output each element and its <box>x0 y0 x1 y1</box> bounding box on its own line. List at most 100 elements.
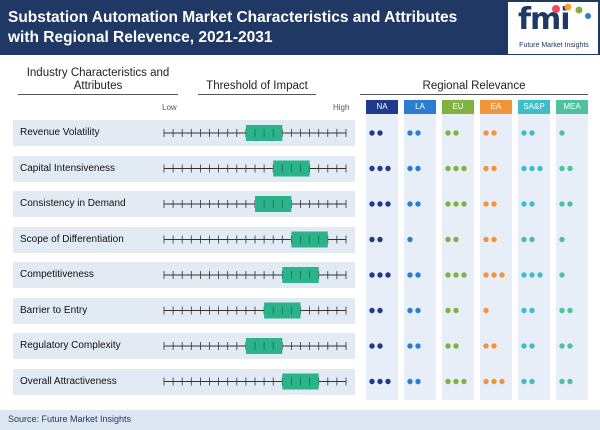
relevance-dot <box>559 201 565 207</box>
relevance-dot <box>453 165 459 172</box>
relevance-dot <box>453 130 459 136</box>
relevance-dot <box>377 236 383 243</box>
threshold-header: Threshold of Impact <box>198 80 316 95</box>
relevance-dot <box>369 201 375 207</box>
region-badge: LA <box>404 100 436 114</box>
relevance-dot <box>369 165 375 172</box>
relevance-dot <box>407 378 413 385</box>
relevance-dot <box>483 272 489 278</box>
region-badge: MEA <box>556 100 588 114</box>
relevance-dot <box>385 272 391 278</box>
relevance-dot <box>369 272 375 278</box>
relevance-dot <box>453 307 459 314</box>
region-column-eu: EU <box>442 100 474 400</box>
footer-bar: Source: Future Market Insights <box>0 410 600 430</box>
relevance-dot <box>415 272 421 278</box>
relevance-dot <box>483 130 489 136</box>
relevance-dot <box>491 378 497 385</box>
region-column-na: NA <box>366 100 398 400</box>
relevance-dot <box>559 165 565 172</box>
relevance-dot <box>407 201 413 207</box>
relevance-dot <box>377 165 383 172</box>
relevance-dot <box>415 307 421 314</box>
row-label: Overall Attractiveness <box>20 375 117 387</box>
relevance-dot <box>415 343 421 349</box>
relevance-dot <box>521 272 527 278</box>
relevance-dot <box>369 378 375 385</box>
relevance-dot <box>461 201 467 207</box>
relevance-dot <box>445 201 451 207</box>
relevance-dot <box>483 378 489 385</box>
relevance-dot <box>369 343 375 349</box>
relevance-dot <box>537 272 543 278</box>
relevance-dot <box>567 201 573 207</box>
relevance-dot <box>559 236 565 243</box>
relevance-dot <box>483 343 489 349</box>
relevance-dot <box>483 165 489 172</box>
relevance-dot <box>567 165 573 172</box>
chart-title: Substation Automation Market Characteris… <box>8 9 458 46</box>
relevance-dot <box>491 272 497 278</box>
relevance-dot <box>499 272 505 278</box>
low-label: Low <box>162 103 177 112</box>
logo-subtitle: Future Market Insights <box>519 42 589 49</box>
relevance-dot <box>385 378 391 385</box>
relevance-dot <box>407 272 413 278</box>
relevance-dot <box>415 378 421 385</box>
relevance-dot <box>521 307 527 314</box>
relevance-dot <box>567 378 573 385</box>
relevance-dot <box>377 307 383 314</box>
region-column-sap: SA&P <box>518 100 550 400</box>
relevance-dot <box>369 130 375 136</box>
relevance-dot <box>415 201 421 207</box>
relevance-dot <box>491 201 497 207</box>
region-badge: EA <box>480 100 512 114</box>
logo-text: fmi <box>518 2 571 37</box>
relevance-dot <box>491 130 497 136</box>
industry-header: Industry Characteristics and Attributes <box>18 67 178 95</box>
relevance-dot <box>453 378 459 385</box>
relevance-dot <box>445 343 451 349</box>
relevance-dot <box>445 130 451 136</box>
relevance-dot <box>521 343 527 349</box>
relevance-dot <box>461 378 467 385</box>
relevance-dot <box>537 165 543 172</box>
header-banner: Substation Automation Market Characteris… <box>0 0 600 55</box>
relevance-dot <box>559 307 565 314</box>
relevance-dot <box>415 165 421 172</box>
relevance-dot <box>483 201 489 207</box>
relevance-dot <box>407 236 413 243</box>
row-label: Regulatory Complexity <box>20 340 121 351</box>
relevance-dot <box>377 130 383 136</box>
row-label: Revenue Volatility <box>20 127 100 138</box>
relevance-dot <box>369 307 375 314</box>
relevance-dot <box>377 378 383 385</box>
relevance-dot <box>385 165 391 172</box>
relevance-dot <box>407 343 413 349</box>
relevance-dot <box>529 236 535 243</box>
relevance-dot <box>445 165 451 172</box>
region-column-ea: EA <box>480 100 512 400</box>
relevance-dot <box>491 343 497 349</box>
relevance-dot <box>377 201 383 207</box>
relevance-dot <box>559 130 565 136</box>
relevance-dot <box>461 165 467 172</box>
relevance-dot <box>453 236 459 243</box>
relevance-dot <box>521 378 527 385</box>
relevance-dot <box>445 378 451 385</box>
relevance-dot <box>529 343 535 349</box>
region-column-la: LA <box>404 100 436 400</box>
relevance-dot <box>559 343 565 349</box>
relevance-dot <box>567 307 573 314</box>
region-column-mea: MEA <box>556 100 588 400</box>
region-badge: SA&P <box>518 100 550 114</box>
relevance-dot <box>445 236 451 243</box>
relevance-dot <box>529 201 535 207</box>
relevance-dot <box>461 272 467 278</box>
relevance-dot <box>491 236 497 243</box>
relevance-dot <box>445 272 451 278</box>
relevance-dot <box>445 307 451 314</box>
relevance-dot <box>385 201 391 207</box>
relevance-dot <box>559 272 565 278</box>
